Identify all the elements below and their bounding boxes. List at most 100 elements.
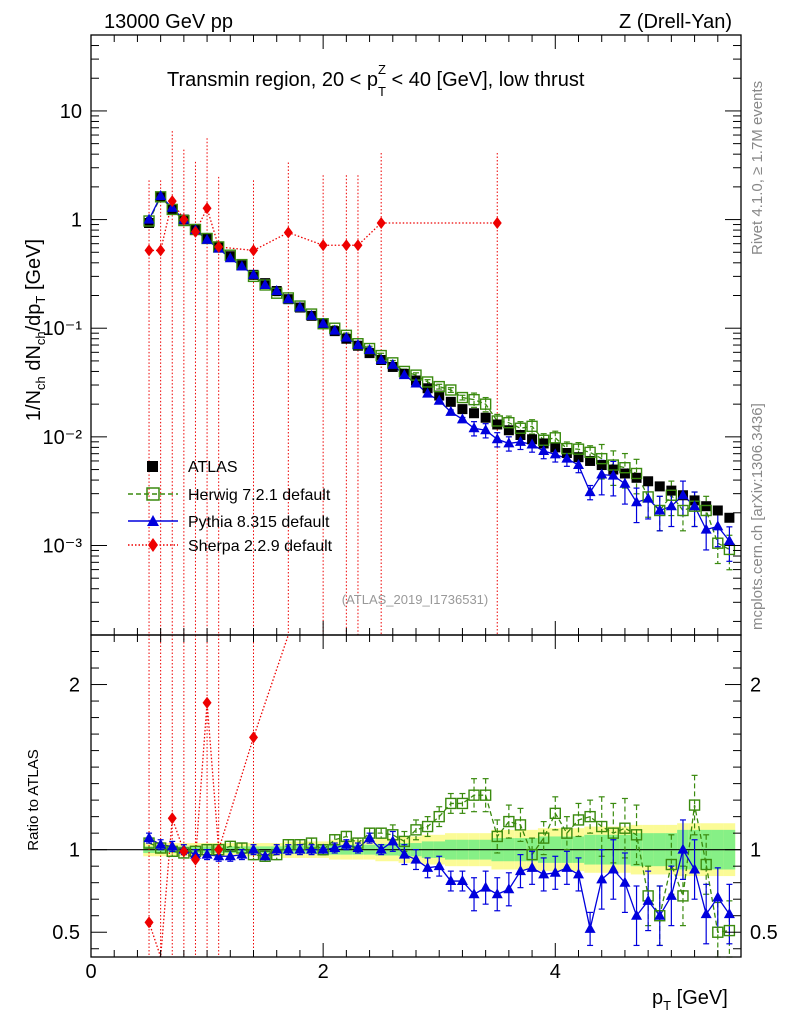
pythia-point <box>503 437 515 448</box>
pythia-point <box>619 477 631 488</box>
herwig-ratio-point <box>421 820 434 833</box>
pythia-ratio-point <box>271 843 283 854</box>
herwig-ratio-point <box>688 799 701 811</box>
pythia-point <box>689 500 701 511</box>
atlas-point <box>480 412 491 423</box>
herwig-ratio-point <box>700 858 712 871</box>
pythia-point <box>364 344 376 355</box>
pythia-ratio-point <box>631 909 643 920</box>
pythia-point <box>665 500 677 511</box>
legend-herwig-marker <box>146 487 160 501</box>
pythia-ratio-point <box>526 861 538 872</box>
pythia-ratio-point <box>503 883 515 894</box>
pythia-point <box>248 268 259 279</box>
y-tick-label: 10⁻² <box>43 427 83 449</box>
pythia-ratio-point <box>387 835 399 846</box>
pythia-point <box>282 293 294 304</box>
sherpa-point <box>376 216 386 229</box>
sherpa-point <box>202 202 212 215</box>
pythia-point <box>422 387 434 398</box>
pythia-ratio-point <box>689 863 701 874</box>
herwig-point <box>619 462 631 474</box>
y-tick-label: 1 <box>71 210 82 232</box>
ratio-tick-label-right: 0.5 <box>750 922 778 944</box>
sherpa-point <box>353 239 363 252</box>
ratio-tick-label-left: 2 <box>69 675 80 697</box>
atlas-point <box>724 512 735 523</box>
herwig-point <box>456 391 469 404</box>
pythia-point <box>259 278 271 289</box>
pythia-point <box>410 377 422 388</box>
pythia-point <box>573 459 584 470</box>
pythia-ratio-point <box>619 876 631 887</box>
herwig-ratio-point <box>433 810 445 823</box>
sherpa-point <box>167 195 177 208</box>
pythia-point <box>155 189 167 200</box>
herwig-ratio-point <box>712 926 724 938</box>
legend-pythia-marker <box>147 515 159 526</box>
sherpa-point <box>190 225 200 238</box>
legend-pythia: Pythia 8.315 default <box>188 514 330 531</box>
herwig-ratio-point <box>375 827 387 839</box>
ratio-plot <box>91 634 741 958</box>
main-plot <box>143 131 736 635</box>
pythia-point <box>584 486 596 497</box>
herwig-ratio-point <box>410 824 422 836</box>
pythia-point <box>294 301 306 312</box>
herwig-ratio-point <box>549 807 561 820</box>
sherpa-ratio-point <box>214 843 224 856</box>
pythia-point <box>375 353 387 364</box>
pythia-ratio-point <box>155 838 167 849</box>
pythia-ratio-point <box>665 889 677 900</box>
ratio-tick-label-right: 2 <box>750 675 761 697</box>
sherpa-ratio-point <box>249 731 258 744</box>
herwig-ratio-point <box>468 789 480 801</box>
herwig-ratio-point <box>596 820 608 833</box>
herwig-ratio-point <box>723 924 736 937</box>
pythia-ratio-point <box>456 875 468 886</box>
pythia-ratio-point <box>364 832 376 843</box>
pythia-ratio-point <box>480 881 492 892</box>
pythia-ratio-point <box>514 865 526 876</box>
pythia-ratio-point <box>422 861 434 872</box>
pythia-point <box>607 469 619 480</box>
herwig-point <box>526 420 538 433</box>
pythia-point <box>271 285 283 296</box>
sherpa-point <box>156 244 166 257</box>
herwig-point <box>514 422 527 434</box>
herwig-ratio-point <box>456 797 469 810</box>
sherpa-point <box>492 216 502 229</box>
herwig-ratio-point <box>572 814 585 826</box>
pythia-point <box>340 331 352 342</box>
pythia-ratio-point <box>236 848 248 859</box>
pythia-point <box>654 504 666 515</box>
ratio-tick-label-left: 1 <box>69 840 80 862</box>
pythia-point <box>700 523 712 534</box>
sherpa-point <box>144 244 154 257</box>
header-left: 13000 GeV pp <box>104 11 233 33</box>
y-axis-label-main: 1/Nch dNch/dpT [GeV] <box>23 239 48 421</box>
x-tick-label: 2 <box>318 961 329 983</box>
watermark: (ATLAS_2019_I1736531) <box>342 592 488 607</box>
herwig-ratio-point <box>677 890 689 902</box>
x-tick-label: 0 <box>85 961 96 983</box>
pythia-ratio-point <box>654 909 666 920</box>
pythia-ratio-point <box>329 842 341 853</box>
herwig-point <box>549 432 561 444</box>
pythia-ratio-point <box>398 848 410 859</box>
x-axis-label: pT [GeV] <box>652 987 728 1013</box>
sherpa-ratio-point <box>202 696 212 709</box>
herwig-ratio-point <box>584 810 596 823</box>
herwig-point <box>700 504 712 517</box>
herwig-point <box>445 384 457 396</box>
pythia-point <box>445 405 457 416</box>
pythia-point <box>456 413 468 424</box>
atlas-point <box>492 419 503 430</box>
pythia-ratio-point <box>607 863 619 874</box>
pythia-point <box>631 496 643 507</box>
legend-atlas: ATLAS <box>188 459 238 476</box>
side-rivet: Rivet 4.1.0, ≥ 1.7M events <box>749 81 766 255</box>
pythia-ratio-point <box>352 842 364 853</box>
sherpa-point <box>283 226 293 239</box>
